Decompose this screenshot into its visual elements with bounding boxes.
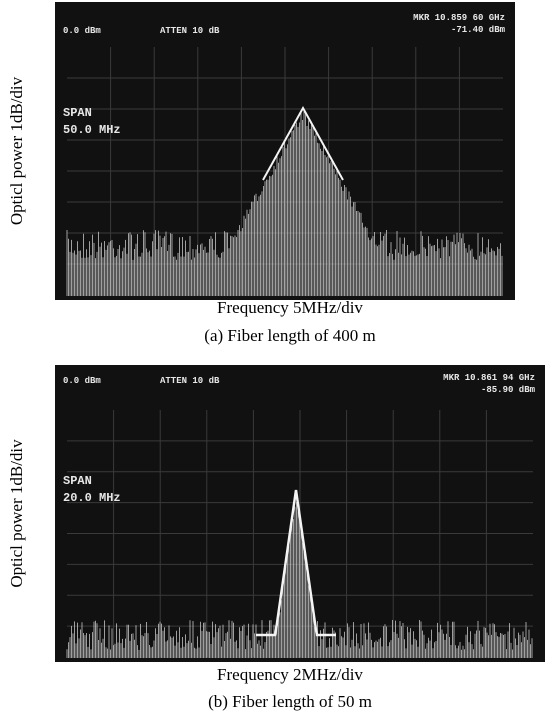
caption: (b) Fiber length of 50 m xyxy=(208,692,372,711)
attenuation: ATTEN 10 dB xyxy=(160,376,220,386)
peak-trace xyxy=(262,105,344,181)
noise-trace xyxy=(66,502,533,658)
y-axis-label: Opticl power 1dB/div xyxy=(7,439,26,588)
spectrum-screen: 0.0 dBm ATTEN 10 dB MKR 10.859 60 GHz -71.4… xyxy=(55,2,515,300)
ref-level: 0.0 dBm xyxy=(63,26,101,36)
span-value: 50.0 MHz xyxy=(63,123,121,137)
y-axis-label: Opticl power 1dB/div xyxy=(7,76,26,225)
attenuation: ATTEN 10 dB xyxy=(160,26,220,36)
span-label: SPAN xyxy=(63,106,92,120)
marker-frequency: MKR 10.859 60 GHz xyxy=(413,13,505,23)
x-axis-label: Frequency 2MHz/div xyxy=(217,665,363,684)
span-label: SPAN xyxy=(63,474,92,488)
marker-level: -71.40 dBm xyxy=(451,25,506,35)
noise-trace xyxy=(66,111,503,296)
ref-level: 0.0 dBm xyxy=(63,376,101,386)
span-value: 20.0 MHz xyxy=(63,491,121,505)
spectrum-screen: 0.0 dBm ATTEN 10 dB MKR 10.861 94 GHz -85.9… xyxy=(55,365,545,662)
peak-trace xyxy=(256,489,336,637)
marker-frequency: MKR 10.861 94 GHz xyxy=(443,373,535,383)
caption: (a) Fiber length of 400 m xyxy=(204,326,375,345)
marker-level: -85.90 dBm xyxy=(481,385,536,395)
x-axis-label: Frequency 5MHz/div xyxy=(217,298,363,317)
